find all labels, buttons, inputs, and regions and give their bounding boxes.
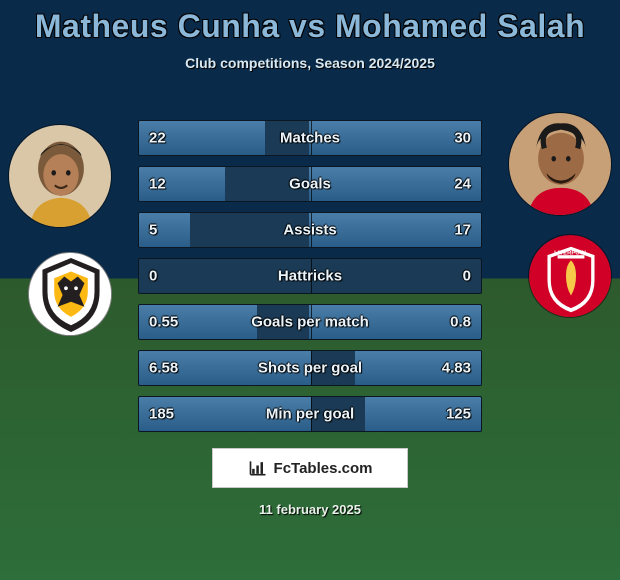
player-left-avatar <box>8 124 112 228</box>
stat-row: 0 Hattricks 0 <box>138 258 482 294</box>
brand-label: FcTables.com <box>274 460 373 477</box>
stat-label: Hattricks <box>278 268 342 285</box>
page-title: Matheus Cunha vs Mohamed Salah <box>0 0 620 45</box>
player-right-avatar <box>508 112 612 216</box>
stat-label: Goals <box>289 176 331 193</box>
stat-row: 185 Min per goal 125 <box>138 396 482 432</box>
stat-bar-left <box>139 213 190 247</box>
stat-value-left: 0 <box>149 268 157 285</box>
comparison-card: Matheus Cunha vs Mohamed Salah Club comp… <box>0 0 620 580</box>
date-label: 11 february 2025 <box>259 502 361 517</box>
stat-value-left: 5 <box>149 222 157 239</box>
brand-badge[interactable]: FcTables.com <box>212 448 408 488</box>
stat-value-left: 12 <box>149 176 166 193</box>
chart-icon <box>248 458 268 478</box>
stat-value-right: 0.8 <box>450 314 471 331</box>
stat-value-right: 4.83 <box>442 360 471 377</box>
stats-table: 22 Matches 30 12 Goals 24 5 Assists 17 0 Hattricks… <box>138 120 482 442</box>
stat-value-left: 0.55 <box>149 314 178 331</box>
stat-label: Shots per goal <box>258 360 362 377</box>
stat-label: Min per goal <box>266 406 354 423</box>
stat-value-left: 6.58 <box>149 360 178 377</box>
stat-label: Assists <box>283 222 336 239</box>
stat-value-right: 17 <box>454 222 471 239</box>
stat-row: 12 Goals 24 <box>138 166 482 202</box>
stat-row: 6.58 Shots per goal 4.83 <box>138 350 482 386</box>
stat-label: Goals per match <box>251 314 369 331</box>
club-left-logo <box>28 252 112 336</box>
stat-value-left: 22 <box>149 130 166 147</box>
svg-text:LIVERPOOL: LIVERPOOL <box>554 250 588 256</box>
subtitle: Club competitions, Season 2024/2025 <box>0 55 620 71</box>
stat-row: 22 Matches 30 <box>138 120 482 156</box>
stat-value-right: 24 <box>454 176 471 193</box>
stat-row: 5 Assists 17 <box>138 212 482 248</box>
stat-value-right: 125 <box>446 406 471 423</box>
stat-row: 0.55 Goals per match 0.8 <box>138 304 482 340</box>
club-right-logo: LIVERPOOL <box>528 234 612 318</box>
stat-value-left: 185 <box>149 406 174 423</box>
stat-label: Matches <box>280 130 340 147</box>
stat-value-right: 0 <box>463 268 471 285</box>
stat-value-right: 30 <box>454 130 471 147</box>
